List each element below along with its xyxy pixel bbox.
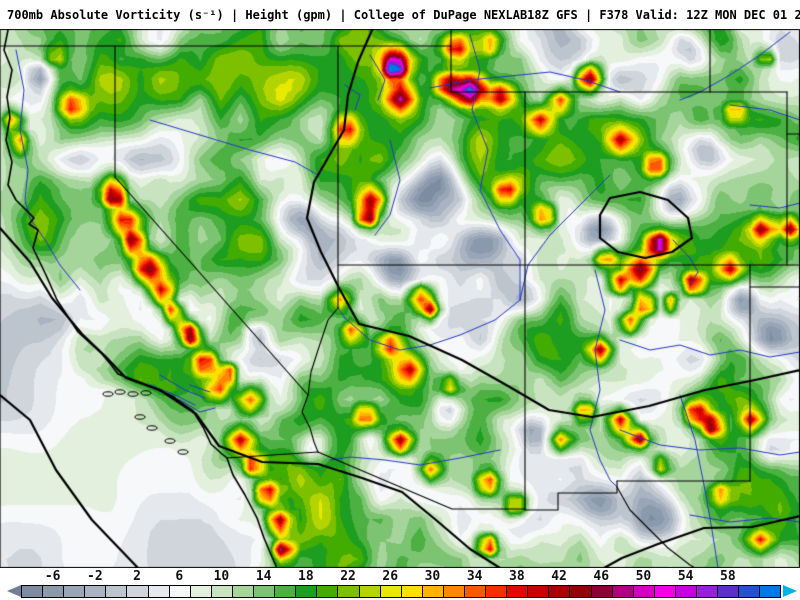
colorbar-segment <box>612 586 634 597</box>
colorbar-segment <box>232 586 255 597</box>
colorbar-tick-label: -2 <box>87 569 103 584</box>
colorbar-left-arrow-icon <box>7 585 21 597</box>
color-scale-legend: -6 -2 2 6 10 14 18 22 26 30 34 38 42 46 50 54 58 <box>0 568 800 600</box>
colorbar-segment <box>401 586 423 597</box>
colorbar-tick-label: 54 <box>677 569 694 584</box>
colorbar-tick-label: 30 <box>424 569 441 584</box>
colorbar-segment <box>739 586 761 597</box>
colorbar-segment <box>169 586 191 597</box>
colorbar-tick-label: 10 <box>213 569 230 584</box>
colorbar-segment <box>697 586 719 597</box>
colorbar-segment <box>254 586 276 597</box>
colorbar-tick-label: 42 <box>551 569 567 584</box>
colorbar-tick-label: 14 <box>255 569 272 584</box>
colorbar-tick-label: 2 <box>133 569 141 584</box>
model-run-valid-time: 18Z GFS | F378 Valid: 12Z MON DEC 01 202… <box>527 7 800 22</box>
colorbar-segment <box>211 586 233 597</box>
colorbar-segment <box>760 586 781 597</box>
colorbar-segment <box>148 586 170 597</box>
colorbar-tick-label: 34 <box>466 569 483 584</box>
colorbar-segment <box>464 586 487 597</box>
colorbar-right-arrow-icon <box>783 585 797 597</box>
colorbar-segment <box>22 586 44 597</box>
colorbar-segment <box>296 586 318 597</box>
colorbar-segment <box>654 586 676 597</box>
colorbar-tick-label: 50 <box>635 569 652 584</box>
colorbar-segment <box>380 586 402 597</box>
colorbar-tick-label: 46 <box>593 569 610 584</box>
colorbar-tick-label: 6 <box>175 569 184 584</box>
colorbar-segment <box>422 586 444 597</box>
colorbar-segment <box>106 586 128 597</box>
colorbar-segment <box>443 586 465 597</box>
vorticity-height-map <box>0 29 800 568</box>
colorbar-tick-label: 18 <box>298 569 314 584</box>
colorbar-tick-label: 26 <box>382 569 399 584</box>
colorbar-segment <box>675 586 697 597</box>
colorbar-segment <box>359 586 381 597</box>
colorbar-segment <box>718 586 740 597</box>
colorbar-tick-label: -6 <box>44 569 61 584</box>
colorbar-tick-label: 22 <box>340 569 356 584</box>
colorbar-segment <box>317 586 339 597</box>
colorbar-segment <box>338 586 360 597</box>
colorbar-segment <box>275 586 297 597</box>
colorbar <box>21 585 782 598</box>
colorbar-segment <box>190 586 212 597</box>
colorbar-segment <box>507 586 529 597</box>
colorbar-tick-label: 38 <box>509 569 525 584</box>
colorbar-segment <box>633 586 655 597</box>
colorbar-segment <box>528 586 550 597</box>
colorbar-segment <box>486 586 508 597</box>
colorbar-segment <box>43 586 65 597</box>
colorbar-segment <box>570 586 592 597</box>
colorbar-segment <box>64 586 86 597</box>
product-title: 700mb Absolute Vorticity (s⁻¹) | Height … <box>7 7 528 22</box>
title-bar: 700mb Absolute Vorticity (s⁻¹) | Height … <box>0 0 800 29</box>
colorbar-tick-label: 58 <box>720 569 736 584</box>
colorbar-segment <box>591 586 613 597</box>
colorbar-tick-labels: -6 -2 2 6 10 14 18 22 26 30 34 38 42 46 50 54 58 <box>0 569 800 584</box>
colorbar-segment <box>127 586 149 597</box>
colorbar-segment <box>549 586 571 597</box>
colorbar-segment <box>85 586 107 597</box>
